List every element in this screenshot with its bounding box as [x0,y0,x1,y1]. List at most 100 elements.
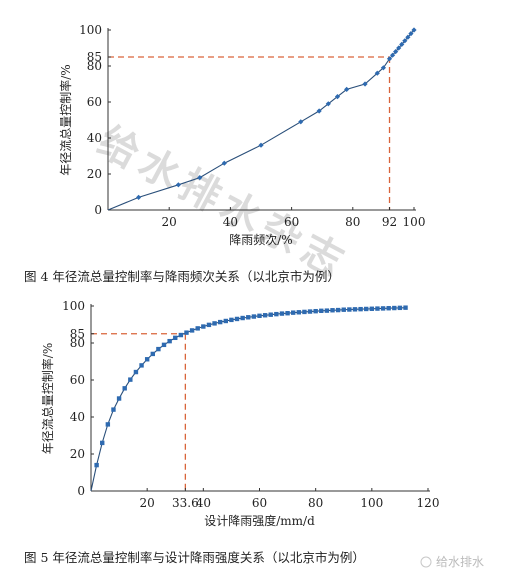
x-tick-label: 120 [417,496,440,510]
y-tick-label: 20 [70,447,85,461]
data-point [111,407,116,412]
data-point [375,306,380,311]
data-point [405,34,411,40]
x-tick-label: 92 [382,215,397,229]
data-point [175,182,181,188]
y-tick-label: 60 [70,373,85,387]
data-point [392,305,397,311]
data-point [347,307,352,312]
y-tick-label: 85 [70,327,85,341]
data-point [313,308,318,314]
data-point [100,440,105,446]
data-point [352,307,358,312]
data-point [285,311,290,316]
reference-lines [91,333,187,491]
data-point [408,31,414,37]
data-point [173,335,178,341]
data-point [364,306,369,312]
data-point [324,308,330,313]
data-point [291,310,296,315]
data-point [334,94,341,100]
data-point [279,311,285,316]
data-point [341,307,346,312]
axes [90,304,430,492]
x-tick-label: 20 [162,215,177,229]
data-point [116,396,122,401]
data-point [206,322,212,328]
data-point [234,316,240,322]
data-point [396,45,402,51]
data-point [161,342,167,348]
data-point [402,38,408,44]
data-point [212,321,217,326]
y-axis-label: 年径流总量控制率/% [58,64,73,175]
data-point [167,338,172,344]
data-point [128,377,133,382]
series-line [90,307,406,492]
data-point [389,52,396,58]
data-point [197,175,203,181]
data-point [144,357,150,362]
data-point [133,369,139,375]
y-tick-label: 40 [70,410,85,424]
x-axis-label: 设计降雨强度/mm/d [204,513,315,528]
x-tick-label: 80 [308,496,323,510]
data-point [374,70,380,76]
data-point [150,351,155,357]
data-point [258,142,264,148]
data-point [380,306,386,311]
x-tick-label: 80 [345,215,360,229]
data-point [274,311,279,317]
data-point [94,462,99,468]
axes [107,28,416,211]
x-tick-label: 20 [140,496,155,510]
data-point [201,324,206,329]
y-axis-label: 年径流总量控制率/% [40,343,55,454]
data-point [223,318,228,324]
data-point [319,308,324,314]
y-tick-label: 60 [87,95,102,109]
data-point [386,306,391,311]
y-tick-label: 100 [79,23,102,37]
data-point [217,319,223,325]
data-point [362,81,368,87]
data-point [268,312,273,317]
watermark-text: 给水排水杂志 [90,117,356,288]
x-tick-label: 60 [252,496,267,510]
data-point [105,422,111,427]
data-point [122,386,127,391]
x-tick-label: 40 [223,215,238,229]
footer-watermark: 给水排水 [420,555,484,569]
data-point [344,86,350,92]
data-point [139,363,144,368]
x-tick-label: 40 [196,496,211,510]
data-point [229,317,234,323]
y-tick-label: 80 [87,59,102,73]
data-point [386,56,393,62]
data-point [156,346,161,352]
data-point [403,305,408,310]
data-point [380,65,386,71]
figure-caption: 图 4 年径流总量控制率与降雨频次关系（以北京市为例） [24,269,340,284]
data-point [136,194,142,200]
data-point [302,309,307,315]
data-point [195,326,200,331]
data-point [393,49,399,55]
data-point [240,315,245,321]
data-point [399,41,405,47]
reference-lines [108,56,391,210]
data-point [221,160,227,166]
y-tick-label: 85 [87,50,102,64]
data-point [397,305,403,311]
data-point [325,101,331,107]
data-point [316,108,322,114]
data-point [246,315,251,320]
footer-text: 给水排水 [436,555,484,569]
x-tick-label: 100 [360,496,383,510]
origin-label: 0 [77,484,85,498]
data-point [369,306,375,311]
